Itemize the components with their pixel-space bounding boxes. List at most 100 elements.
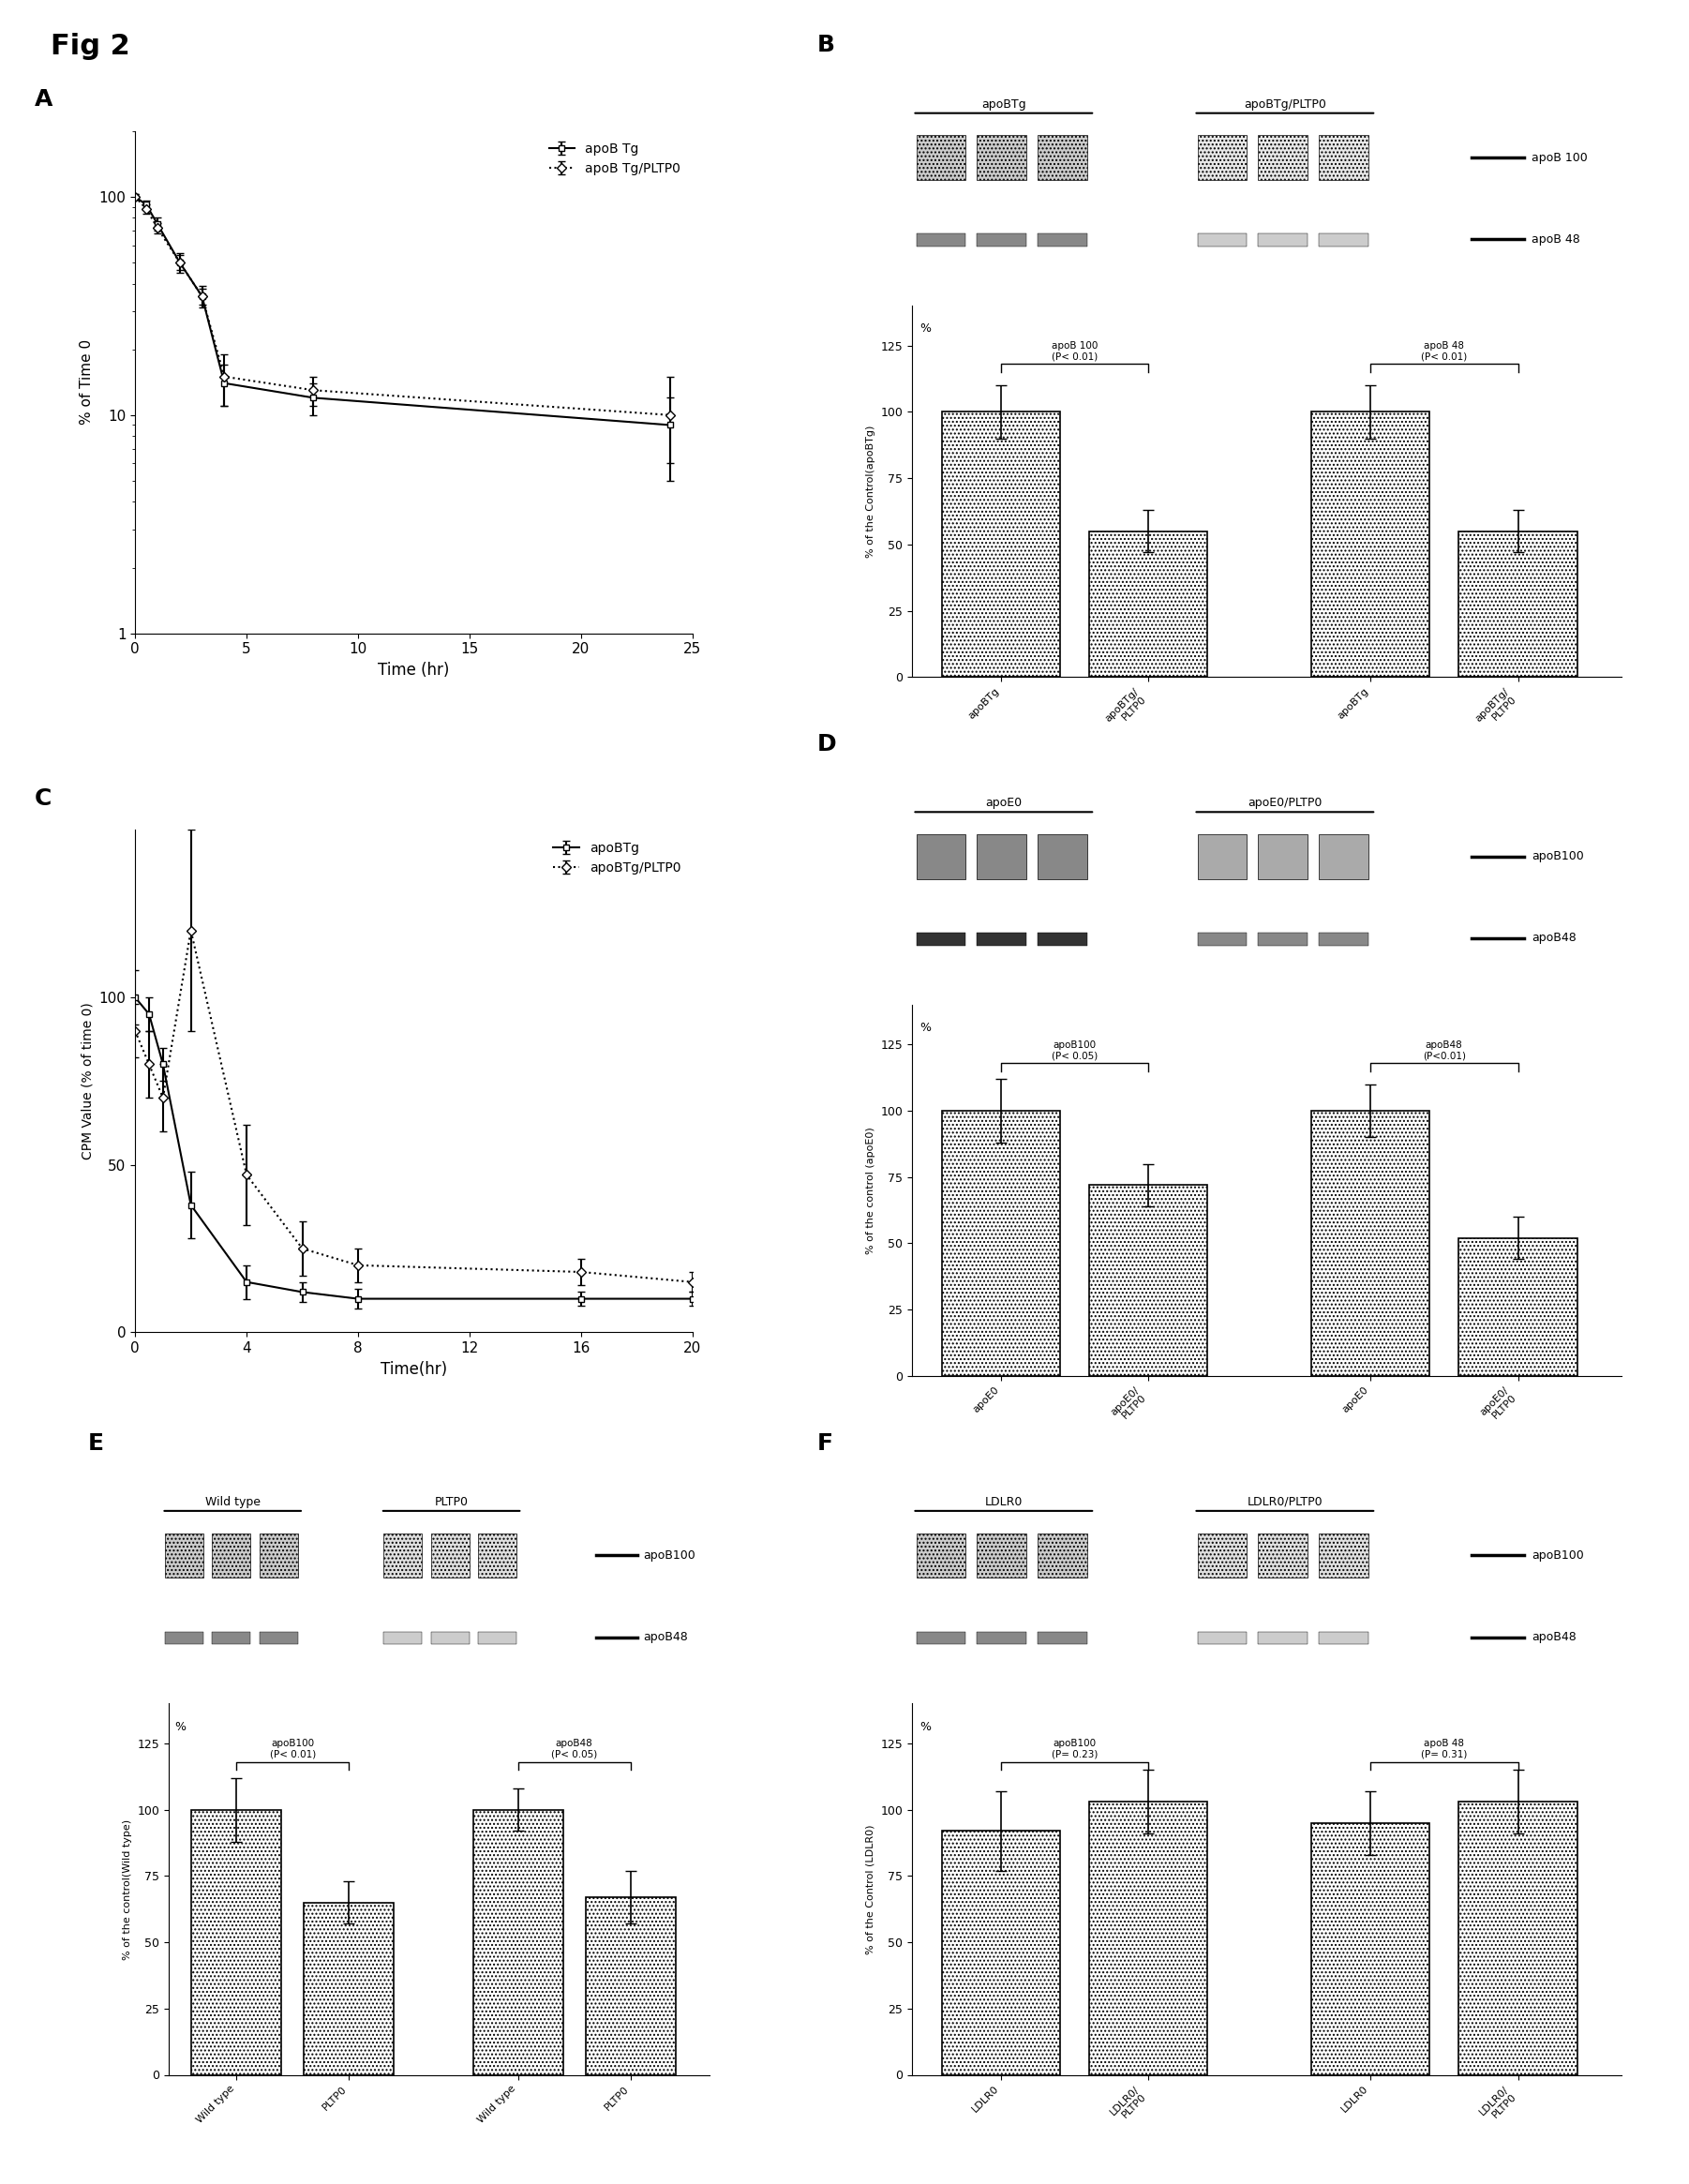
Text: apoB48: apoB48 [1532,1631,1576,1642]
Text: apoB100
(P= 0.23): apoB100 (P= 0.23) [1052,1738,1098,1760]
Bar [942,413,1061,677]
Y-axis label: % of the control (apoE0): % of the control (apoE0) [866,1127,875,1254]
Bar [1258,933,1307,946]
Text: apoB 48: apoB 48 [1532,234,1581,245]
Bar [1039,234,1088,247]
Bar [166,1533,203,1577]
Text: LDLR0: LDLR0 [985,1496,1022,1509]
Text: apoB100
(P< 0.01): apoB100 (P< 0.01) [270,1738,316,1760]
Bar [1258,234,1307,247]
Legend: apoBTg, apoBTg/PLTP0: apoBTg, apoBTg/PLTP0 [547,836,686,880]
Y-axis label: % of the Control (LDLR0): % of the Control (LDLR0) [866,1824,875,1955]
X-axis label: Time(hr): Time(hr) [380,1361,448,1378]
Text: Fig 2: Fig 2 [51,33,130,59]
Bar [1039,1631,1088,1645]
Text: C: C [35,786,52,810]
Bar [1459,1802,1578,2075]
Legend: apoB Tg, apoB Tg/PLTP0: apoB Tg, apoB Tg/PLTP0 [544,138,686,181]
Text: apoB48: apoB48 [644,1631,687,1642]
Bar [915,1533,966,1577]
Bar [478,1631,517,1645]
Text: apoE0/PLTP0: apoE0/PLTP0 [1248,797,1322,810]
Text: apoB100: apoB100 [1532,1548,1584,1562]
Bar [1319,234,1368,247]
Bar [1198,1533,1246,1577]
Text: apoB48: apoB48 [1532,933,1576,943]
Bar [942,1112,1061,1376]
Text: apoB100
(P< 0.05): apoB100 (P< 0.05) [1052,1040,1098,1061]
Bar [1039,135,1088,179]
Text: apoE0: apoE0 [985,797,1022,810]
Text: apoB 100
(P< 0.01): apoB 100 (P< 0.01) [1052,341,1098,363]
Y-axis label: % of Time 0: % of Time 0 [79,339,93,426]
Bar [915,834,966,878]
Text: apoBTg/PLTP0: apoBTg/PLTP0 [1243,98,1326,111]
X-axis label: Time (hr): Time (hr) [378,662,449,679]
Text: Wild type: Wild type [204,1496,260,1509]
Bar [473,1811,562,2075]
Bar [213,1533,250,1577]
Bar [1089,531,1208,677]
Bar [1198,234,1246,247]
Bar [1319,135,1368,179]
Text: LDLR0/PLTP0: LDLR0/PLTP0 [1246,1496,1322,1509]
Text: D: D [817,734,836,756]
Bar [978,234,1027,247]
Bar [978,933,1027,946]
Text: F: F [817,1433,833,1455]
Bar [1459,531,1578,677]
Text: apoB 100: apoB 100 [1532,151,1588,164]
Bar [383,1631,422,1645]
Text: apoB 48
(P= 0.31): apoB 48 (P= 0.31) [1420,1738,1468,1760]
Bar [1198,1631,1246,1645]
Bar [1258,1631,1307,1645]
Bar [586,1898,676,2075]
Bar [1198,135,1246,179]
Bar [978,135,1027,179]
Bar [978,834,1027,878]
Bar [213,1631,250,1645]
Bar [260,1533,297,1577]
Bar [1258,1533,1307,1577]
Bar [1258,834,1307,878]
Bar [978,1631,1027,1645]
Bar [1319,933,1368,946]
Text: E: E [88,1433,103,1455]
Text: apoB 48
(P< 0.01): apoB 48 (P< 0.01) [1420,341,1468,363]
Text: apoB48
(P<0.01): apoB48 (P<0.01) [1422,1040,1466,1061]
Text: B: B [817,35,836,57]
Bar [478,1533,517,1577]
Bar [1089,1802,1208,2075]
Text: apoB100: apoB100 [644,1548,696,1562]
Bar [1311,413,1429,677]
Bar [1039,1533,1088,1577]
Bar [383,1533,422,1577]
Bar [915,234,966,247]
Bar [1198,834,1246,878]
Bar [915,933,966,946]
Text: A: A [35,87,52,111]
Bar [1311,1824,1429,2075]
Bar [166,1631,203,1645]
Bar [942,1830,1061,2075]
Y-axis label: % of the control(Wild type): % of the control(Wild type) [123,1819,132,1959]
Bar [191,1811,282,2075]
Bar [431,1631,470,1645]
Bar [1459,1238,1578,1376]
Bar [1089,1186,1208,1376]
Bar [260,1631,297,1645]
Text: %: % [919,1022,931,1033]
Bar [1311,1112,1429,1376]
Text: %: % [919,1721,931,1732]
Text: apoB48
(P< 0.05): apoB48 (P< 0.05) [551,1738,598,1760]
Bar [915,1631,966,1645]
Bar [1319,834,1368,878]
Y-axis label: % of the Control(apoBTg): % of the Control(apoBTg) [866,426,875,557]
Bar [915,135,966,179]
Bar [1039,933,1088,946]
Text: %: % [919,323,931,334]
Bar [1198,933,1246,946]
Y-axis label: CPM Value (% of time 0): CPM Value (% of time 0) [81,1002,93,1160]
Text: apoBTg: apoBTg [981,98,1025,111]
Bar [1319,1631,1368,1645]
